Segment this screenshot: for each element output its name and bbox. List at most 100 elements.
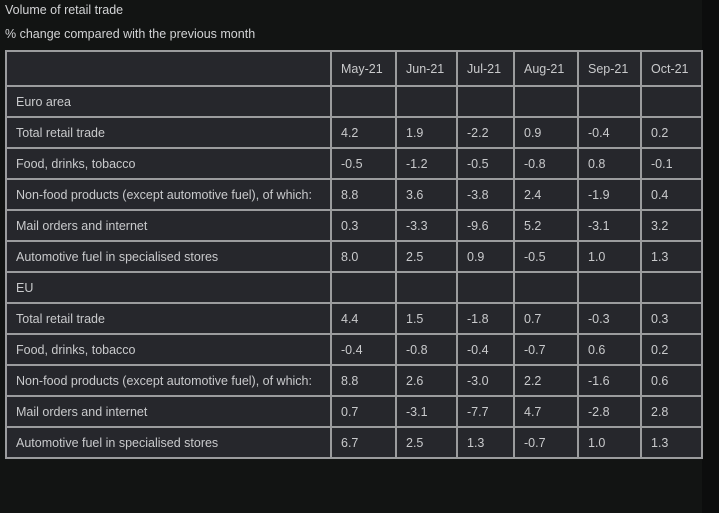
column-header: Aug-21 (513, 50, 579, 87)
table-row: Food, drinks, tobacco -0.4 -0.8 -0.4 -0.7 0.6… (5, 333, 703, 366)
table-cell: -1.6 (577, 364, 642, 397)
table-cell: 2.4 (513, 178, 579, 211)
table-cell: 1.3 (640, 240, 703, 273)
row-label: Food, drinks, tobacco (5, 147, 332, 180)
table-row: Mail orders and internet 0.7 -3.1 -7.7 4.7 -2… (5, 395, 703, 428)
table-cell: 4.4 (330, 302, 397, 335)
table-cell: 0.4 (640, 178, 703, 211)
table-cell: 1.3 (640, 426, 703, 459)
section-label: Euro area (5, 85, 332, 118)
scrollbar-track[interactable] (702, 0, 719, 513)
table-row: Total retail trade 4.2 1.9 -2.2 0.9 -0.4 0.2 (5, 116, 703, 149)
row-label: Food, drinks, tobacco (5, 333, 332, 366)
table-row: Non-food products (except automotive fue… (5, 178, 703, 211)
table-cell: -0.5 (513, 240, 579, 273)
table-cell (330, 85, 397, 118)
table-cell: 0.2 (640, 116, 703, 149)
column-header: Oct-21 (640, 50, 703, 87)
table-cell: -0.7 (513, 333, 579, 366)
table-cell (395, 85, 458, 118)
table-cell: 4.7 (513, 395, 579, 428)
table-subtitle: % change compared with the previous mont… (5, 27, 256, 41)
table-title: Volume of retail trade (5, 3, 124, 17)
table-cell: -3.3 (395, 209, 458, 242)
table-cell (640, 85, 703, 118)
table-cell (456, 85, 515, 118)
table-cell (330, 271, 397, 304)
row-label: Non-food products (except automotive fue… (5, 178, 332, 211)
table-cell (513, 85, 579, 118)
table-cell: 1.5 (395, 302, 458, 335)
table-cell: -3.1 (577, 209, 642, 242)
row-label: Automotive fuel in specialised stores (5, 240, 332, 273)
table-cell: 8.8 (330, 178, 397, 211)
table-cell: -1.9 (577, 178, 642, 211)
row-label: Mail orders and internet (5, 209, 332, 242)
table-cell: 4.2 (330, 116, 397, 149)
table-cell: 1.0 (577, 426, 642, 459)
table-cell: -0.4 (330, 333, 397, 366)
section-label: EU (5, 271, 332, 304)
table-cell: 0.6 (640, 364, 703, 397)
table-cell: -0.8 (395, 333, 458, 366)
header-row: May-21 Jun-21 Jul-21 Aug-21 Sep-21 Oct-2… (5, 50, 703, 87)
table-cell: 2.5 (395, 426, 458, 459)
row-label: Mail orders and internet (5, 395, 332, 428)
table-cell: 6.7 (330, 426, 397, 459)
table-cell: 1.0 (577, 240, 642, 273)
table-row: Automotive fuel in specialised stores 6.7… (5, 426, 703, 459)
table-cell: 0.3 (330, 209, 397, 242)
table-cell: 2.8 (640, 395, 703, 428)
table-cell: 1.3 (456, 426, 515, 459)
table-cell: 8.8 (330, 364, 397, 397)
table-cell: -2.2 (456, 116, 515, 149)
table-row: Food, drinks, tobacco -0.5 -1.2 -0.5 -0.8 0.8… (5, 147, 703, 180)
table-cell: -3.1 (395, 395, 458, 428)
table-cell (513, 271, 579, 304)
table-cell: 1.9 (395, 116, 458, 149)
table-cell: 0.9 (513, 116, 579, 149)
table-cell: -0.5 (330, 147, 397, 180)
column-header-label (5, 50, 332, 87)
table-row: Total retail trade 4.4 1.5 -1.8 0.7 -0.3 0.3 (5, 302, 703, 335)
table-cell: -0.4 (577, 116, 642, 149)
table-cell: -0.4 (456, 333, 515, 366)
table-cell: -9.6 (456, 209, 515, 242)
table-row: Automotive fuel in specialised stores 8.0… (5, 240, 703, 273)
table-row: Mail orders and internet 0.3 -3.3 -9.6 5.2 -3… (5, 209, 703, 242)
table-cell: 0.3 (640, 302, 703, 335)
table-cell: 0.2 (640, 333, 703, 366)
column-header: Jun-21 (395, 50, 458, 87)
table-cell (577, 85, 642, 118)
table-cell: -1.8 (456, 302, 515, 335)
section-row: Euro area (5, 85, 703, 118)
table-cell: -0.1 (640, 147, 703, 180)
table-cell (395, 271, 458, 304)
table-cell: 5.2 (513, 209, 579, 242)
column-header: Sep-21 (577, 50, 642, 87)
table-cell: -2.8 (577, 395, 642, 428)
table-cell: 0.9 (456, 240, 515, 273)
table-cell: -3.0 (456, 364, 515, 397)
table-cell: 0.8 (577, 147, 642, 180)
section-row: EU (5, 271, 703, 304)
table-cell: 8.0 (330, 240, 397, 273)
table-cell: -3.8 (456, 178, 515, 211)
table-cell: -0.5 (456, 147, 515, 180)
table-cell: 2.5 (395, 240, 458, 273)
table-cell: -0.3 (577, 302, 642, 335)
table-row: Non-food products (except automotive fue… (5, 364, 703, 397)
table-cell: -7.7 (456, 395, 515, 428)
table-cell (577, 271, 642, 304)
table-cell: -0.8 (513, 147, 579, 180)
row-label: Automotive fuel in specialised stores (5, 426, 332, 459)
row-label: Non-food products (except automotive fue… (5, 364, 332, 397)
column-header: Jul-21 (456, 50, 515, 87)
table-cell: 0.7 (513, 302, 579, 335)
table-cell: 2.6 (395, 364, 458, 397)
table-cell: -0.7 (513, 426, 579, 459)
table-cell: 2.2 (513, 364, 579, 397)
table-cell (456, 271, 515, 304)
retail-trade-table: May-21 Jun-21 Jul-21 Aug-21 Sep-21 Oct-2… (5, 50, 703, 459)
table-cell: -1.2 (395, 147, 458, 180)
